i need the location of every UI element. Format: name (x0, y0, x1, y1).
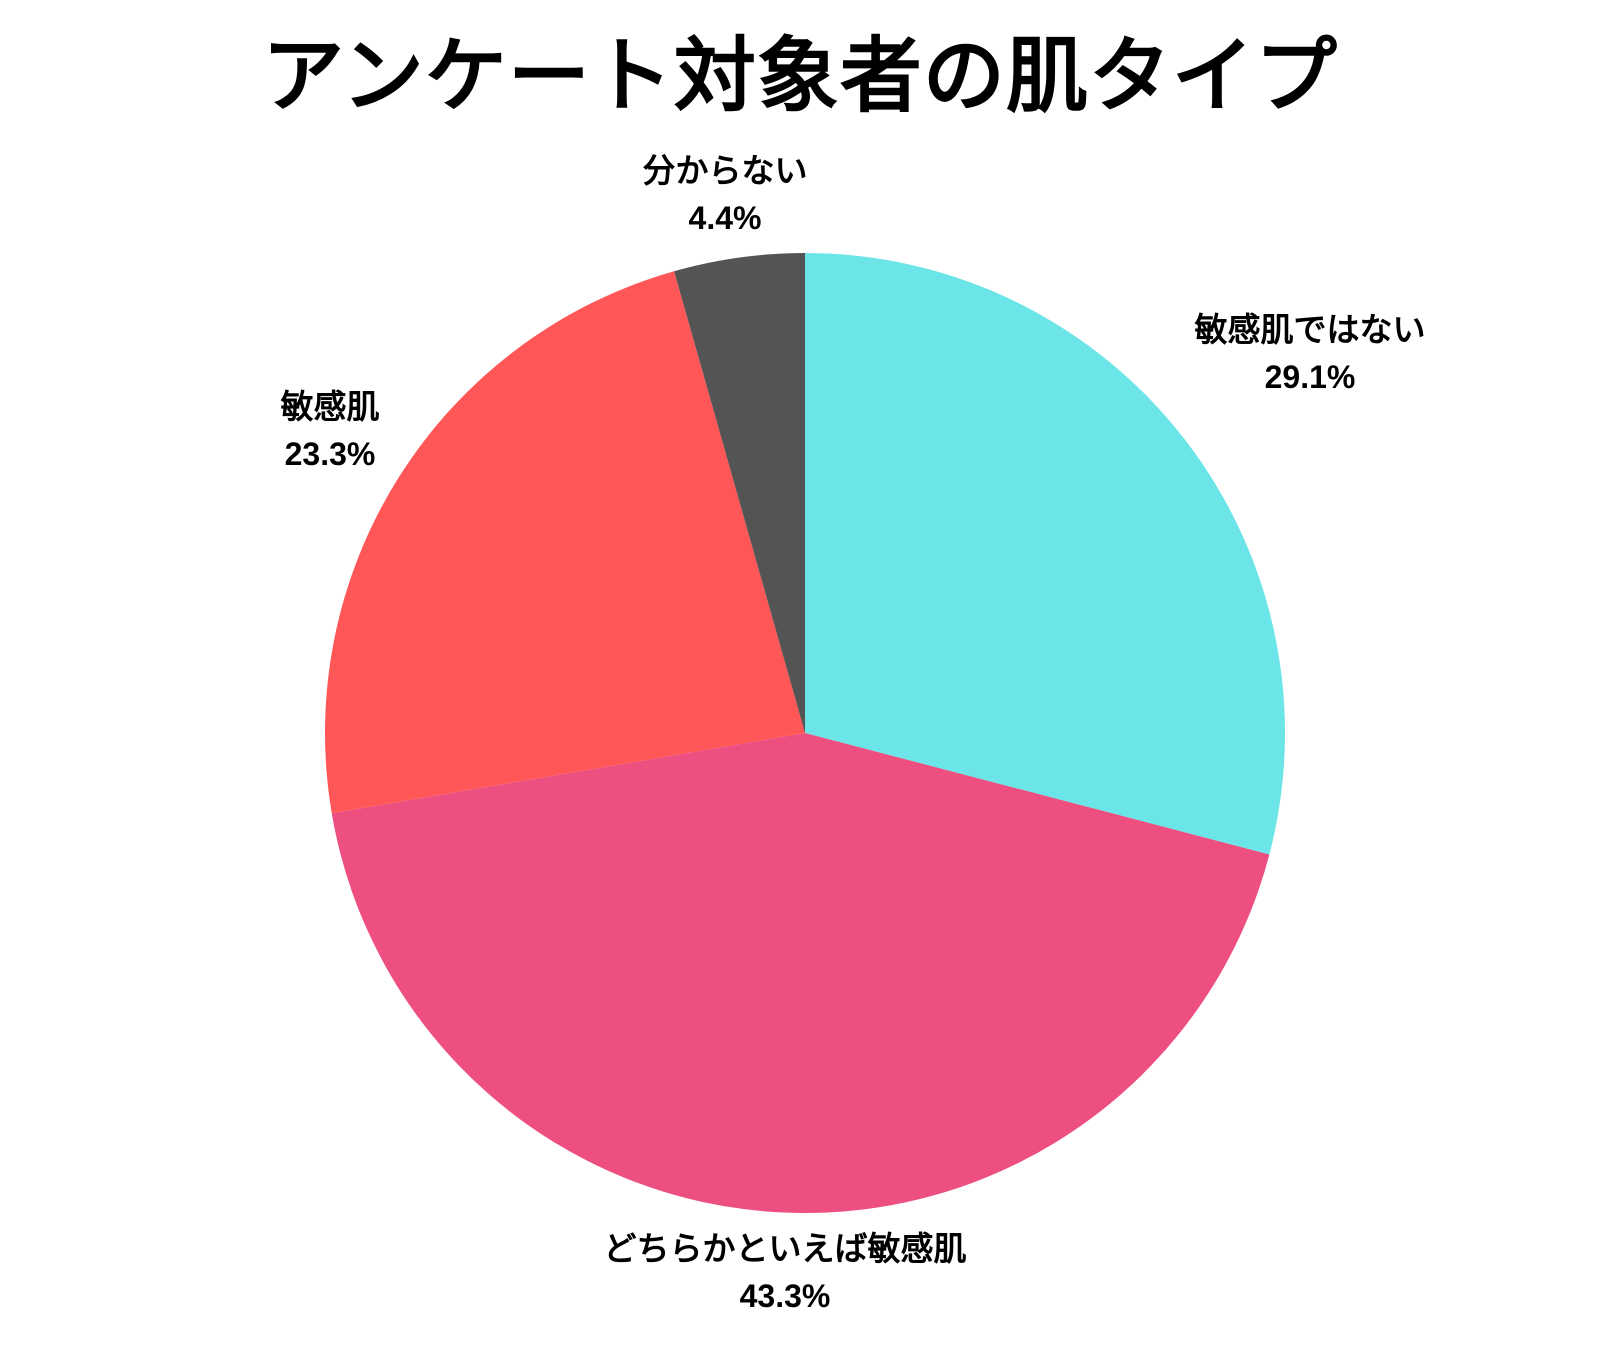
slice-label-sensitive: 敏感肌 23.3% (230, 383, 430, 477)
slice-unknown (674, 253, 805, 733)
slice-label-unknown: 分からない 4.4% (615, 147, 835, 241)
slice-sensitive (324, 271, 805, 814)
slice-name: 敏感肌 (280, 387, 380, 426)
slice-value: 43.3% (739, 1278, 831, 1314)
chart-title: アンケート対象者の肌タイプ (262, 29, 1338, 124)
slice-not-sensitive (805, 253, 1285, 855)
slice-somewhat-sensitive (331, 733, 1270, 1213)
slice-value: 4.4% (688, 200, 762, 236)
slice-name: 敏感肌ではない (1194, 310, 1426, 349)
slice-label-not-sensitive: 敏感肌ではない 29.1% (1185, 306, 1435, 400)
slice-label-somewhat-sensitive: どちらかといえば敏感肌 43.3% (545, 1225, 1025, 1319)
slice-value: 29.1% (1264, 359, 1356, 395)
slice-value: 23.3% (284, 436, 376, 472)
slice-name: 分からない (642, 151, 808, 190)
slice-name: どちらかといえば敏感肌 (603, 1229, 967, 1268)
